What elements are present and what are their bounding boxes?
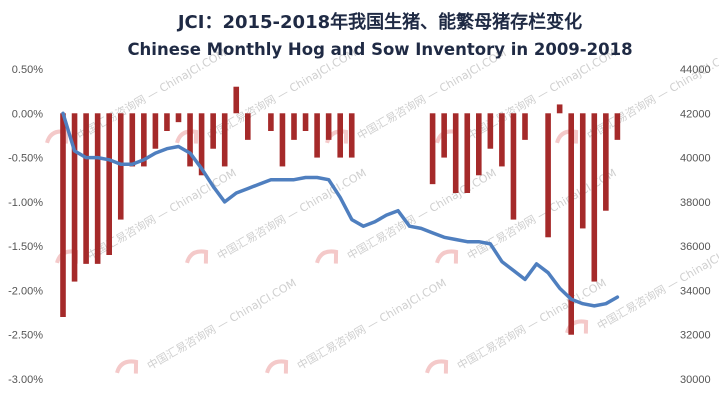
bar: [60, 113, 66, 317]
watermark-text: 中国汇易咨询网 — ChinaJCI.COM: [145, 276, 299, 373]
bar: [452, 113, 459, 193]
bar: [522, 113, 528, 140]
bar: [603, 113, 609, 211]
bar: [94, 113, 101, 264]
bar: [464, 113, 471, 193]
y-left-tick-label: 0.00%: [12, 108, 43, 120]
bar: [198, 113, 205, 176]
bar: [175, 113, 182, 123]
bar: [291, 113, 297, 140]
bar: [487, 113, 494, 149]
y-left-tick-label: -2.00%: [8, 285, 43, 297]
bar: [556, 104, 563, 114]
watermark-logo: [265, 359, 289, 374]
y-left-tick-label: -0.50%: [8, 153, 43, 165]
bar: [591, 113, 598, 282]
bar: [187, 113, 193, 167]
y-left-tick-label: 0.50%: [12, 64, 43, 76]
bar: [279, 113, 286, 167]
watermark-logo: [45, 129, 69, 144]
watermark: 中国汇易咨询网 — ChinaJCI.COM: [55, 166, 239, 264]
bar: [71, 113, 78, 282]
y-right-tick-label: 32000: [680, 330, 711, 342]
watermark-logo: [175, 129, 199, 144]
y-left-tick-label: -1.00%: [8, 197, 43, 209]
y-right-tick-label: 36000: [680, 241, 711, 253]
bar: [568, 113, 574, 335]
bar: [83, 113, 89, 264]
bar-series: [60, 86, 621, 335]
watermark-logo: [565, 319, 589, 334]
bar: [221, 113, 228, 167]
bar: [233, 86, 240, 114]
bar: [106, 113, 112, 255]
bar: [152, 113, 159, 149]
inventory-line: [61, 111, 620, 308]
watermark-logo: [555, 129, 579, 144]
bar: [545, 113, 551, 238]
bar: [510, 113, 517, 220]
y-right-tick-label: 42000: [680, 108, 711, 120]
y-right-tick-label: 44000: [680, 64, 711, 76]
watermark-logo: [315, 249, 339, 264]
bar: [129, 113, 136, 167]
watermark-logo: [115, 359, 139, 374]
bar: [210, 113, 216, 149]
y-axis-left: 0.50% 0.00% -0.50% -1.00% -1.50% -2.00% -2.50%…: [8, 64, 43, 386]
bar: [245, 113, 251, 140]
bar: [476, 113, 482, 176]
bar: [579, 113, 586, 229]
chart-title: JCI：2015-2018年我国生猪、能繁母猪存栏变化: [176, 11, 582, 33]
y-left-tick-label: -1.50%: [8, 241, 43, 253]
watermark-logo: [185, 249, 209, 264]
watermark: 中国汇易咨询网 — ChinaJCI.COM: [185, 166, 369, 264]
y-left-tick-label: -3.00%: [8, 374, 43, 386]
bar: [441, 113, 447, 158]
bar: [429, 113, 436, 185]
y-right-tick-label: 30000: [680, 374, 711, 386]
bar: [614, 113, 621, 140]
bar: [164, 113, 170, 131]
watermark: 中国汇易咨询网 — ChinaJCI.COM: [115, 276, 299, 374]
y-right-tick-label: 38000: [680, 197, 711, 209]
watermark-logo: [435, 249, 459, 264]
y-right-tick-label: 34000: [680, 285, 711, 297]
y-left-tick-label: -2.50%: [8, 330, 43, 342]
y-right-tick-label: 40000: [680, 153, 711, 165]
bar: [337, 113, 343, 158]
watermark: 中国汇易咨询网 — ChinaJCI.COM: [435, 166, 619, 264]
watermark-logo: [425, 359, 449, 374]
watermark: 中国汇易咨询网 — ChinaJCI.COM: [425, 276, 609, 374]
bar: [117, 113, 124, 220]
bar: [499, 113, 505, 167]
bar: [141, 113, 147, 167]
watermark-logo: [325, 129, 349, 144]
bar: [325, 113, 332, 140]
bar: [302, 113, 309, 131]
bar: [348, 113, 355, 158]
watermark-text: 中国汇易咨询网 — ChinaJCI.COM: [295, 276, 449, 373]
bar: [314, 113, 320, 158]
line-series: [61, 111, 620, 308]
bar: [268, 113, 274, 131]
chart-subtitle: Chinese Monthly Hog and Sow Inventory in…: [127, 40, 632, 59]
y-axis-right: 44000 42000 40000 38000 36000 34000 32000 30000: [680, 64, 711, 386]
